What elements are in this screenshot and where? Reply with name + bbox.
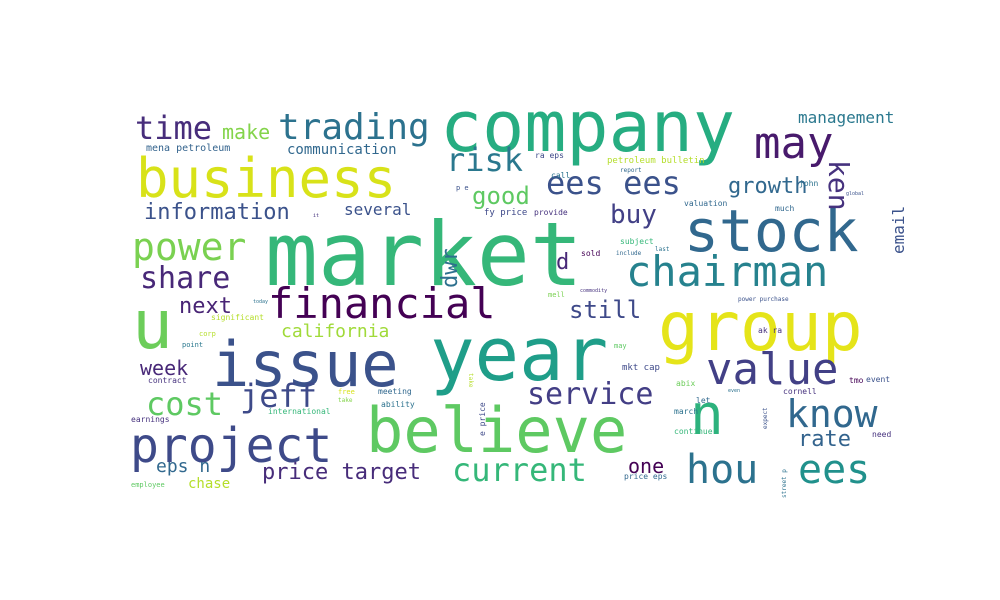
word: let <box>696 396 711 405</box>
word: share <box>140 261 231 296</box>
word: value <box>706 344 839 395</box>
word: know <box>786 392 878 436</box>
word: ak ra <box>758 326 783 335</box>
word: provide <box>534 208 568 217</box>
word: earnings <box>131 415 170 424</box>
word: still <box>569 296 642 324</box>
word: week <box>140 356 189 380</box>
word: power <box>132 225 247 269</box>
word: price eps <box>624 472 668 481</box>
word: meeting <box>378 387 412 396</box>
word: cornell <box>783 387 817 396</box>
word: email <box>889 205 908 254</box>
word: much <box>775 204 795 213</box>
word: point <box>182 341 204 349</box>
word: service <box>527 377 654 412</box>
word: cost <box>146 385 224 423</box>
word: employee <box>131 481 165 489</box>
word: growth <box>728 174 808 199</box>
word: significant <box>211 313 264 322</box>
word: market <box>265 203 583 306</box>
word: even <box>728 388 741 394</box>
word: may <box>614 342 627 350</box>
word: international <box>268 407 331 416</box>
word: california <box>281 321 390 342</box>
word: next <box>179 294 232 319</box>
word: trading <box>278 107 430 148</box>
word: may <box>754 118 834 169</box>
word: dwr <box>438 248 463 288</box>
word: price target <box>262 460 421 485</box>
word: take <box>338 397 353 404</box>
word: power purchase <box>738 296 789 303</box>
word: petroleum bulletin <box>607 156 705 166</box>
word: d <box>556 250 570 275</box>
word: stock <box>684 197 859 265</box>
word: management <box>798 108 895 127</box>
word: fy price <box>484 208 528 218</box>
word: current <box>452 451 587 489</box>
word: chairman <box>626 247 829 296</box>
word: ees ees <box>546 164 681 202</box>
word: make <box>222 120 271 144</box>
word: issue <box>212 328 399 401</box>
word: tmo <box>849 376 864 385</box>
word: group <box>658 288 863 367</box>
word: abix <box>676 379 696 388</box>
word: eps n <box>156 456 211 477</box>
word: march <box>674 407 699 416</box>
word: ken <box>822 160 855 211</box>
word: last <box>655 246 670 253</box>
word: communication <box>287 142 397 158</box>
word: ability <box>381 400 415 409</box>
word: valuation <box>684 199 728 208</box>
word: mena petroleum <box>146 143 231 154</box>
word: ra eps <box>535 151 564 160</box>
word: buy <box>610 200 657 230</box>
word: year <box>430 312 609 398</box>
word: mkt cap <box>622 363 660 373</box>
word: free <box>338 388 355 396</box>
word: rate <box>798 427 851 452</box>
word: time <box>135 109 213 147</box>
word: event <box>866 375 891 384</box>
word: call <box>551 171 571 180</box>
word: it <box>313 213 320 219</box>
word: risk <box>446 141 524 179</box>
word: take <box>467 373 474 388</box>
word: today <box>253 299 269 305</box>
word: e price <box>478 402 487 436</box>
word: jeff <box>240 377 318 415</box>
word: street p <box>781 469 788 498</box>
word: mell <box>548 291 565 299</box>
word: global <box>846 191 865 197</box>
word: subject <box>620 237 654 246</box>
word: company <box>440 86 736 168</box>
word: p e <box>456 184 469 192</box>
word: u <box>132 286 173 365</box>
word: financial <box>268 279 496 328</box>
word: chase <box>188 476 231 492</box>
word: information <box>144 200 290 225</box>
word: good <box>472 182 530 210</box>
word: report <box>620 167 642 174</box>
word: believe <box>366 394 628 467</box>
word: commodity <box>580 288 608 294</box>
word: continue <box>674 427 713 436</box>
word: one <box>628 454 665 478</box>
word: project <box>130 418 333 474</box>
word: corp <box>199 330 216 338</box>
word: include <box>616 250 642 257</box>
word: several <box>344 200 412 219</box>
word: need <box>872 430 892 439</box>
word: business <box>136 147 397 210</box>
word: n <box>690 383 724 448</box>
word: contract <box>148 376 187 385</box>
word: john <box>799 179 819 188</box>
word: ees <box>798 447 871 493</box>
word: expect <box>762 407 769 429</box>
word: sold <box>581 249 601 258</box>
word: hou <box>686 447 759 493</box>
